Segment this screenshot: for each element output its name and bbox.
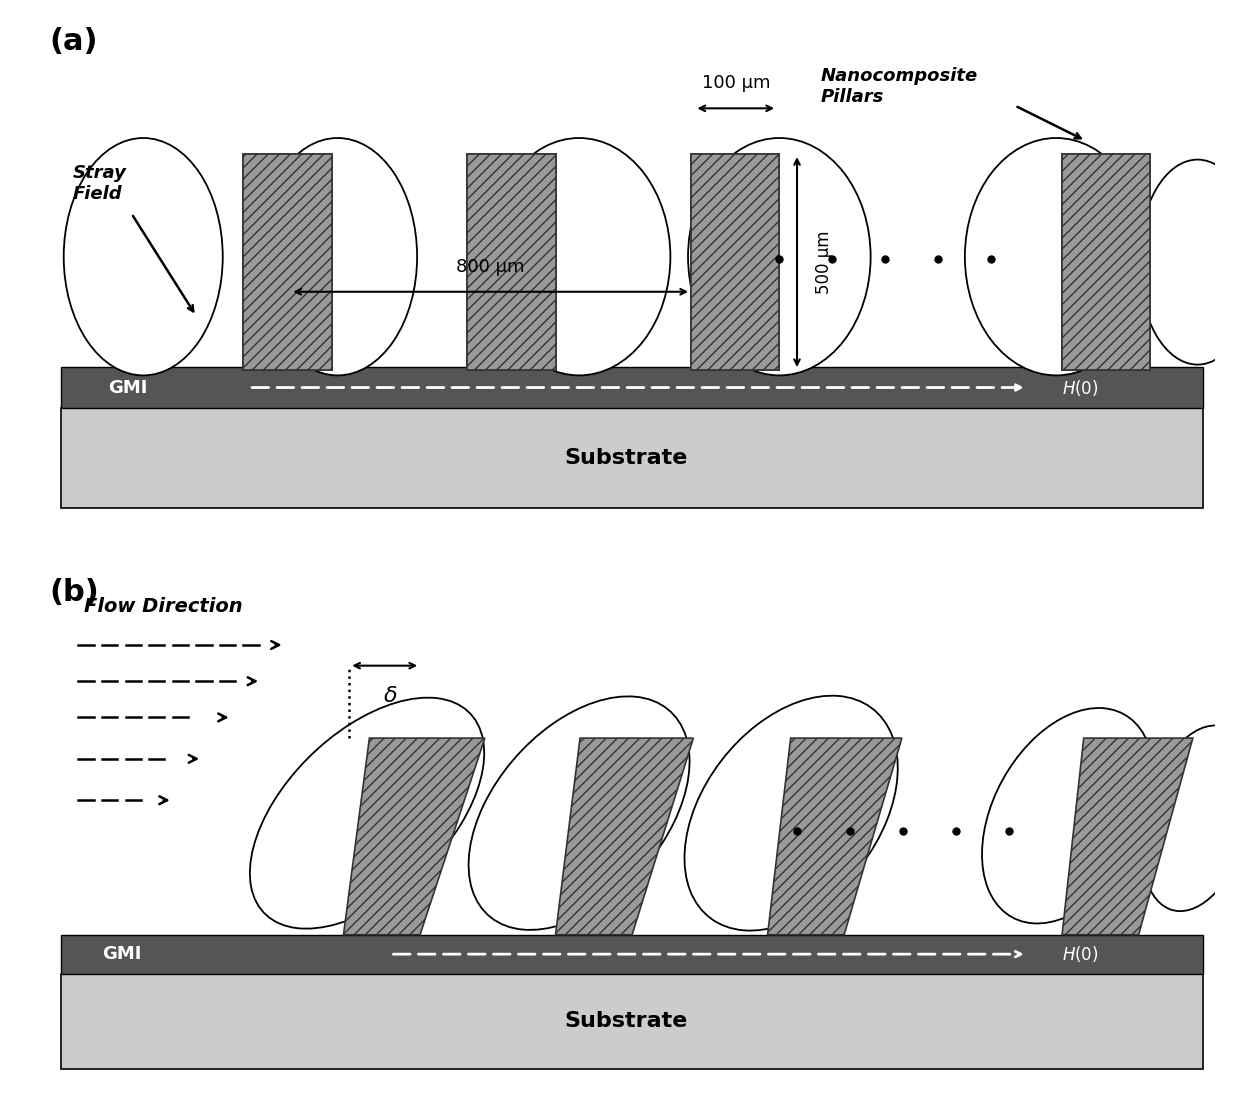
Ellipse shape	[688, 138, 870, 375]
Ellipse shape	[1142, 726, 1240, 912]
Bar	[691, 154, 780, 370]
Ellipse shape	[250, 698, 484, 928]
Bar	[691, 154, 780, 370]
Text: Substrate: Substrate	[564, 448, 688, 468]
Text: $\delta$: $\delta$	[383, 686, 398, 707]
Ellipse shape	[684, 696, 898, 930]
Bar	[61, 973, 1203, 1069]
Text: GMI: GMI	[108, 379, 148, 396]
Ellipse shape	[469, 697, 689, 930]
Bar	[61, 368, 1203, 407]
Bar	[467, 154, 556, 370]
PathPatch shape	[343, 738, 485, 935]
Text: GMI: GMI	[102, 945, 141, 963]
Bar	[467, 154, 556, 370]
Bar	[61, 935, 1203, 973]
Bar	[1061, 154, 1151, 370]
Ellipse shape	[258, 138, 417, 375]
Ellipse shape	[1138, 160, 1240, 364]
Ellipse shape	[63, 138, 223, 375]
Text: $\mathit{H(0)}$: $\mathit{H(0)}$	[1061, 945, 1099, 964]
Text: Stray
Field: Stray Field	[72, 164, 126, 204]
Text: Flow Direction: Flow Direction	[84, 597, 243, 615]
Ellipse shape	[982, 708, 1154, 924]
Ellipse shape	[965, 138, 1147, 375]
PathPatch shape	[556, 738, 693, 935]
Text: 500 µm: 500 µm	[815, 230, 833, 294]
Text: 800 µm: 800 µm	[456, 258, 525, 275]
Bar	[1061, 154, 1151, 370]
Ellipse shape	[487, 138, 671, 375]
Text: $\mathit{H(0)}$: $\mathit{H(0)}$	[1061, 378, 1099, 397]
Text: Substrate: Substrate	[564, 1012, 688, 1032]
Bar	[61, 407, 1203, 508]
Bar	[243, 154, 332, 370]
Text: (a): (a)	[50, 28, 98, 56]
Text: (b): (b)	[50, 578, 99, 607]
PathPatch shape	[768, 738, 901, 935]
Text: Nanocomposite
Pillars: Nanocomposite Pillars	[821, 67, 978, 106]
Bar	[243, 154, 332, 370]
PathPatch shape	[1061, 738, 1193, 935]
Text: 100 µm: 100 µm	[702, 74, 770, 92]
